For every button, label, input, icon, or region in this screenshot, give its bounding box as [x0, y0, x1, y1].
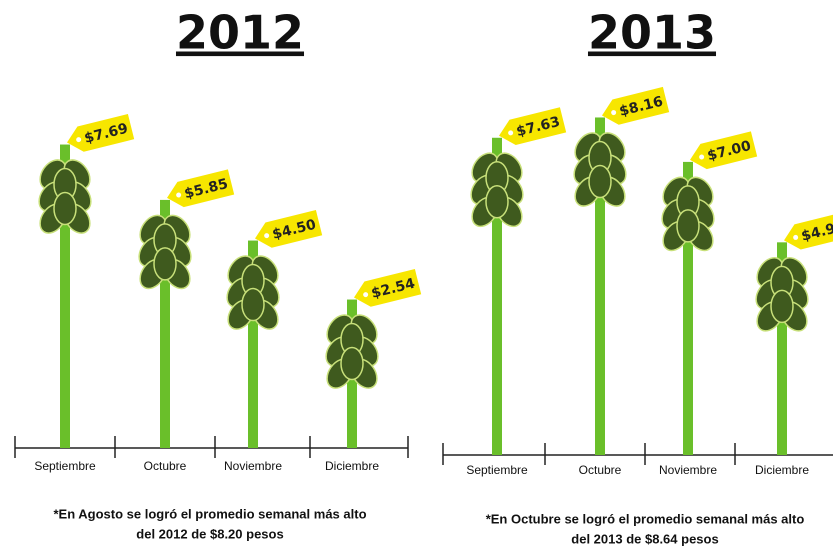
plant: $4.50 — [222, 210, 322, 448]
plant: $8.16 — [569, 87, 669, 455]
price-tag: $7.63 — [496, 107, 566, 148]
x-tick-label: Diciembre — [755, 463, 809, 477]
chart-title: 2013 — [588, 6, 716, 60]
footnote: del 2013 de $8.64 pesos — [571, 531, 718, 546]
footnote: del 2012 de $8.20 pesos — [136, 526, 283, 541]
x-tick-label: Octubre — [144, 459, 187, 473]
x-tick-label: Octubre — [579, 463, 622, 477]
x-tick-label: Diciembre — [325, 459, 379, 473]
leaf — [341, 348, 363, 380]
footnote: *En Octubre se logró el promedio semanal… — [486, 511, 805, 526]
leaf — [677, 210, 699, 242]
plant: $7.63 — [466, 107, 566, 455]
plant: $5.85 — [134, 169, 234, 448]
leaf — [242, 289, 264, 321]
price-tag: $4.50 — [252, 210, 322, 251]
price-tag: $8.16 — [599, 87, 669, 128]
leaf — [771, 290, 793, 322]
price-tag: $4.9 — [781, 212, 833, 253]
chart-title: 2012 — [176, 6, 304, 60]
price-tag: $7.00 — [687, 131, 757, 172]
plant: $4.9 — [751, 212, 833, 455]
price-tag: $5.85 — [164, 169, 234, 210]
x-tick-label: Septiembre — [466, 463, 528, 477]
plant: $7.69 — [34, 114, 134, 448]
price-tag: $7.69 — [64, 114, 134, 155]
plant: $2.54 — [321, 269, 421, 448]
leaf — [54, 193, 76, 225]
leaf — [486, 186, 508, 218]
x-tick-label: Septiembre — [34, 459, 96, 473]
x-tick-label: Noviembre — [224, 459, 282, 473]
footnote: *En Agosto se logró el promedio semanal … — [53, 506, 366, 521]
leaf — [589, 165, 611, 197]
plant: $7.00 — [657, 131, 757, 455]
price-tag: $2.54 — [351, 269, 421, 310]
x-tick-label: Noviembre — [659, 463, 717, 477]
infographic: 2012 Septiembre $7.69 Octubre $5.85 Noviembre… — [0, 0, 833, 548]
leaf — [154, 248, 176, 280]
